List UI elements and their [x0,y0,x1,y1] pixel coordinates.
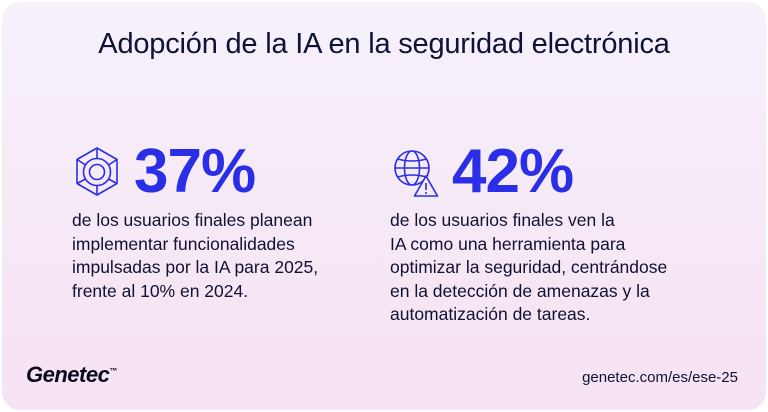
page-title: Adopción de la IA en la seguridad electr… [98,28,670,60]
stat-value-1: 37% [134,137,256,206]
stat-head-2: 42% [390,137,667,207]
globe-warning-icon [394,150,439,197]
stat-description-1: de los usuarios finales planean implemen… [72,210,319,301]
logo-text: Genetec [26,362,110,387]
hexagon-camera-icon [76,147,118,196]
stat-block-1: 37% de los usuarios finales planean impl… [72,137,318,303]
stat-head-1: 37% [72,137,318,207]
footer-url: genetec.com/es/ese-25 [582,369,738,386]
logo-trademark: ™ [109,366,117,376]
stat-value-2: 42% [452,137,574,206]
stat-block-2: 42% de los usuarios finales ven la IA co… [390,137,667,327]
genetec-logo: Genetec™ [26,362,117,388]
stat-description-2: de los usuarios finales ven la IA como u… [390,210,668,324]
